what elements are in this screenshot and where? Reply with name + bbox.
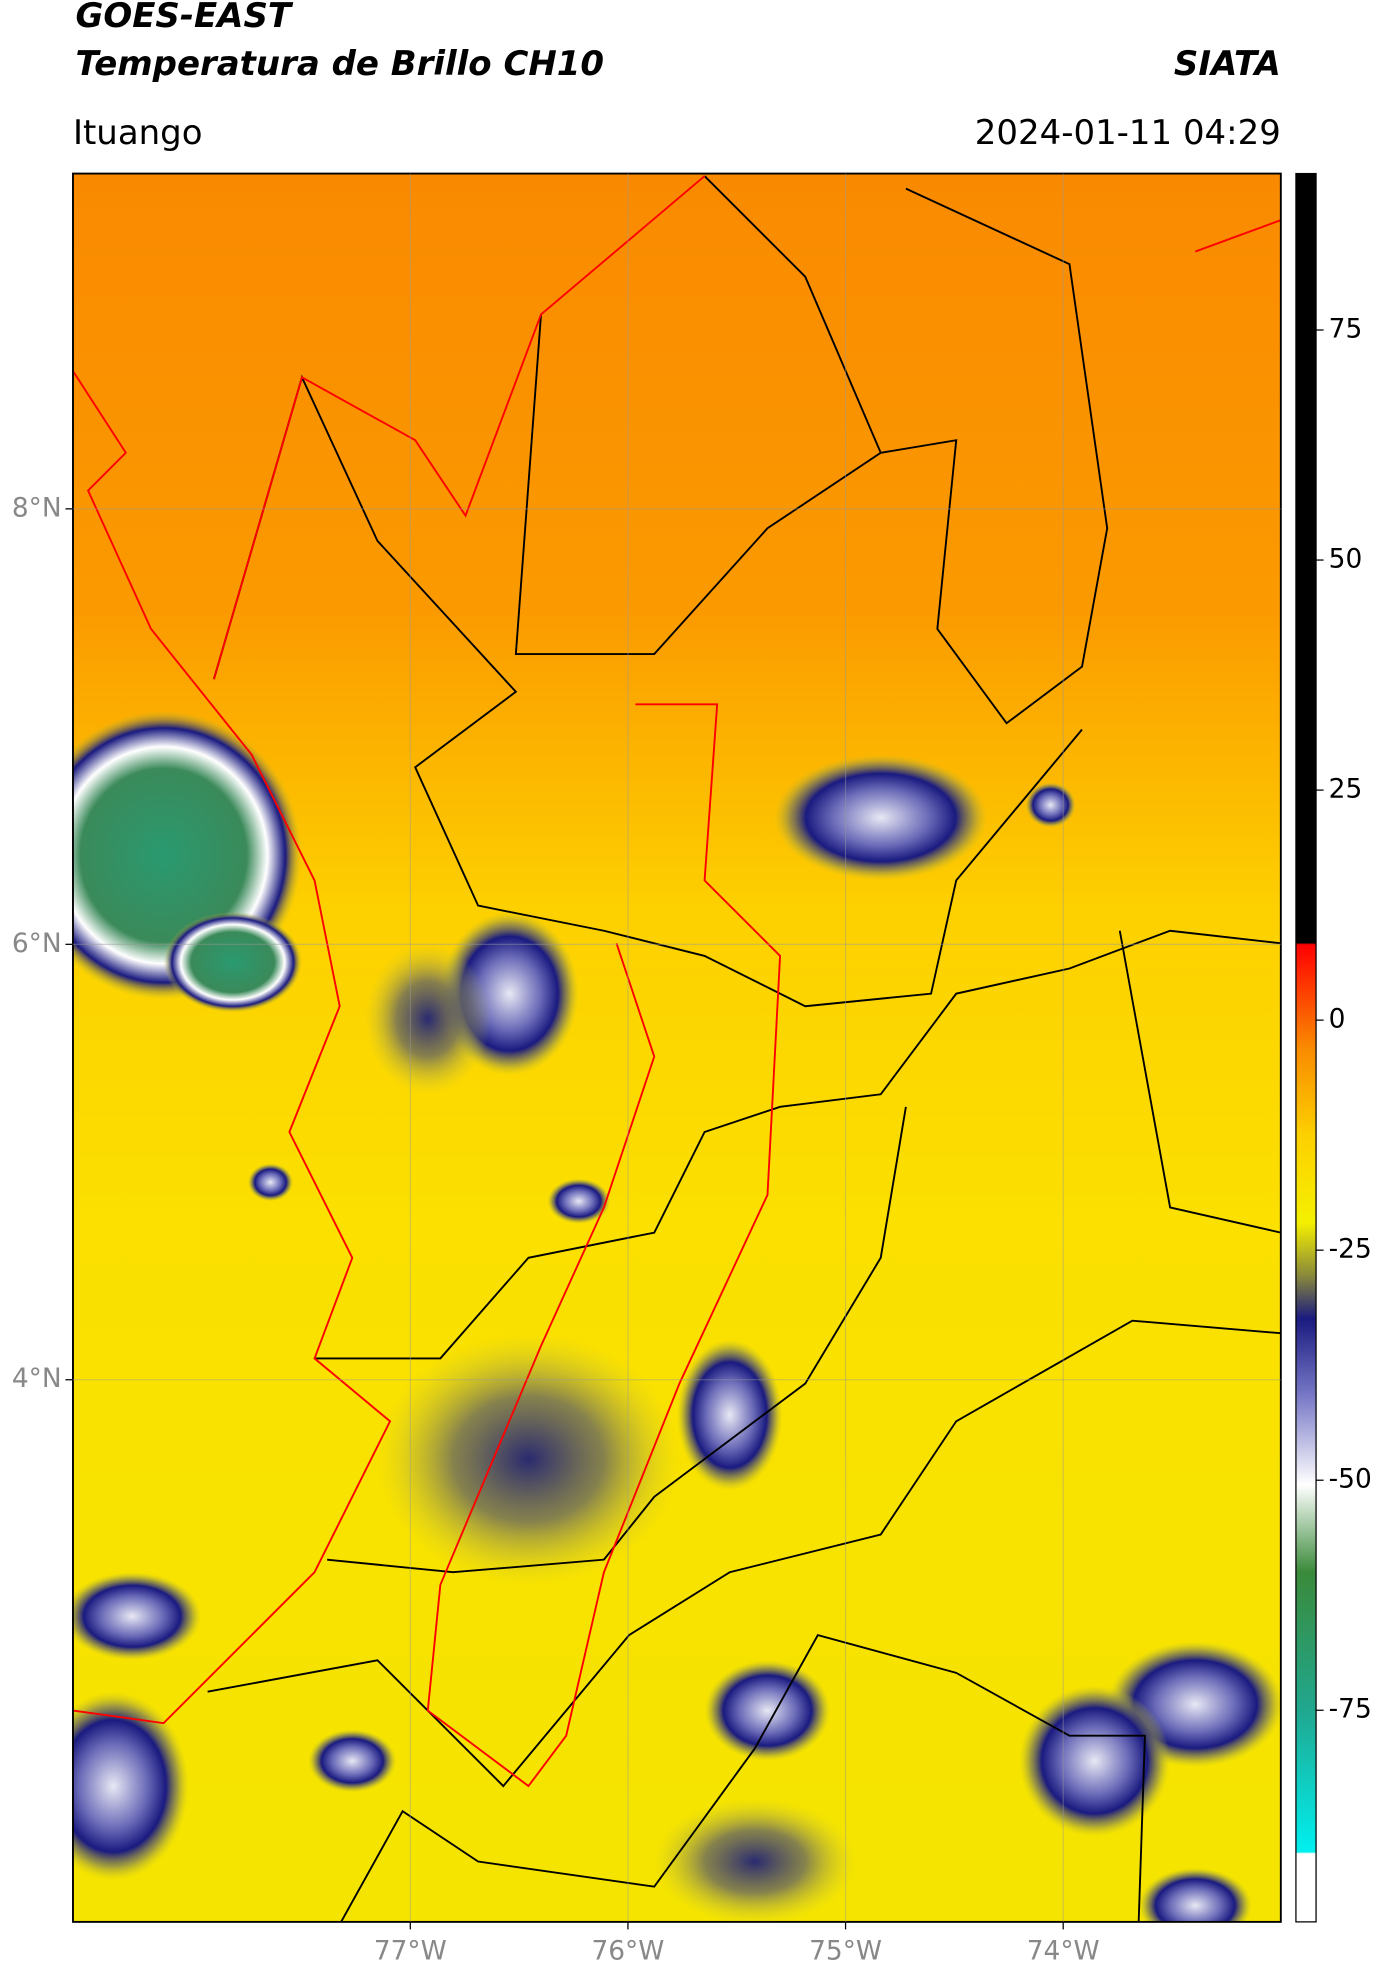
colorbar-tick-label: 0 <box>1329 1004 1346 1035</box>
y-tick-label: 6°N <box>12 928 62 959</box>
title: GOES-EAST <box>75 0 293 36</box>
x-tick-label: 75°W <box>809 1936 882 1967</box>
x-tick-label: 74°W <box>1027 1936 1100 1967</box>
satellite-image <box>72 173 1281 1922</box>
colorbar-tick-label: -25 <box>1329 1234 1372 1265</box>
datetime: 2024-01-11 04:29 <box>975 113 1281 153</box>
colorbar-tick-label: 75 <box>1329 314 1363 345</box>
colorbar-tick-label: 25 <box>1329 774 1363 805</box>
colorbar-tick-label: -75 <box>1329 1694 1372 1725</box>
y-tick-label: 4°N <box>12 1363 62 1394</box>
axis-ticks: 77°W 76°W 75°W 74°W 8°N 6°N 4°N 75 50 25 0 -25 -50 -7… <box>12 173 1372 1967</box>
colorbar <box>1295 172 1317 1923</box>
subtitle: Temperatura de Brillo CH10 <box>75 44 604 84</box>
x-tick-label: 76°W <box>591 1936 664 1967</box>
location: Ituango <box>73 113 203 153</box>
colorbar-tick-label: -50 <box>1329 1464 1372 1495</box>
y-tick-label: 8°N <box>12 492 62 523</box>
colorbar-tick-label: 50 <box>1329 544 1363 575</box>
x-tick-label: 77°W <box>374 1936 447 1967</box>
source: SIATA <box>1174 44 1281 84</box>
map-frame <box>72 172 1282 1923</box>
